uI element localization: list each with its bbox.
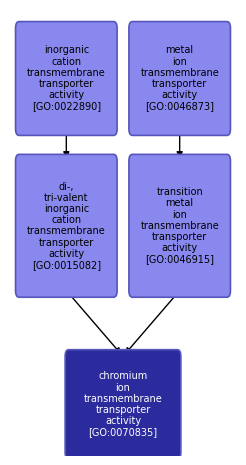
Text: inorganic
cation
transmembrane
transporter
activity
[GO:0022890]: inorganic cation transmembrane transport… (27, 46, 106, 112)
Text: metal
ion
transmembrane
transporter
activity
[GO:0046873]: metal ion transmembrane transporter acti… (140, 46, 219, 112)
FancyBboxPatch shape (129, 21, 231, 135)
Text: chromium
ion
transmembrane
transporter
activity
[GO:0070835]: chromium ion transmembrane transporter a… (84, 372, 162, 438)
Text: di-,
tri-valent
inorganic
cation
transmembrane
transporter
activity
[GO:0015082]: di-, tri-valent inorganic cation transme… (27, 182, 106, 270)
FancyBboxPatch shape (65, 350, 181, 459)
Text: transition
metal
ion
transmembrane
transporter
activity
[GO:0046915]: transition metal ion transmembrane trans… (140, 187, 219, 265)
FancyBboxPatch shape (15, 21, 117, 135)
FancyBboxPatch shape (129, 154, 231, 297)
FancyBboxPatch shape (15, 154, 117, 297)
